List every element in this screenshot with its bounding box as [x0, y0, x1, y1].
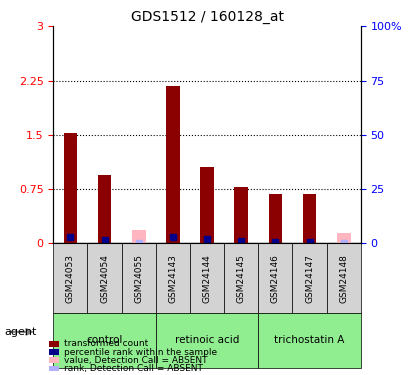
Text: control: control	[86, 335, 122, 345]
FancyBboxPatch shape	[155, 243, 189, 313]
FancyBboxPatch shape	[258, 313, 360, 368]
FancyBboxPatch shape	[292, 243, 326, 313]
FancyBboxPatch shape	[224, 243, 258, 313]
Text: GSM24145: GSM24145	[236, 254, 245, 303]
Text: agent: agent	[4, 327, 36, 337]
Title: GDS1512 / 160128_at: GDS1512 / 160128_at	[130, 10, 283, 24]
Text: GSM24144: GSM24144	[202, 254, 211, 303]
Bar	[302, 194, 316, 243]
Text: transformed count: transformed count	[63, 339, 147, 348]
Text: percentile rank within the sample: percentile rank within the sample	[63, 348, 216, 357]
Bar	[200, 167, 213, 243]
FancyBboxPatch shape	[189, 243, 224, 313]
Bar	[268, 194, 281, 243]
Text: GSM24147: GSM24147	[304, 254, 313, 303]
Text: GSM24143: GSM24143	[168, 254, 177, 303]
Text: GSM24146: GSM24146	[270, 254, 279, 303]
FancyBboxPatch shape	[53, 243, 87, 313]
FancyBboxPatch shape	[155, 313, 258, 368]
Text: trichostatin A: trichostatin A	[274, 335, 344, 345]
FancyBboxPatch shape	[121, 243, 155, 313]
Text: GSM24055: GSM24055	[134, 254, 143, 303]
Text: GSM24053: GSM24053	[66, 254, 75, 303]
Bar	[63, 134, 77, 243]
Bar	[97, 175, 111, 243]
Text: GSM24054: GSM24054	[100, 254, 109, 303]
FancyBboxPatch shape	[53, 313, 155, 368]
FancyBboxPatch shape	[326, 243, 360, 313]
Text: rank, Detection Call = ABSENT: rank, Detection Call = ABSENT	[63, 364, 202, 373]
Text: GSM24148: GSM24148	[338, 254, 347, 303]
Text: retinoic acid: retinoic acid	[174, 335, 239, 345]
FancyBboxPatch shape	[258, 243, 292, 313]
FancyBboxPatch shape	[87, 243, 121, 313]
Bar	[132, 230, 145, 243]
Bar	[336, 232, 350, 243]
Bar	[234, 187, 247, 243]
Bar	[166, 86, 179, 243]
Text: value, Detection Call = ABSENT: value, Detection Call = ABSENT	[63, 356, 207, 365]
